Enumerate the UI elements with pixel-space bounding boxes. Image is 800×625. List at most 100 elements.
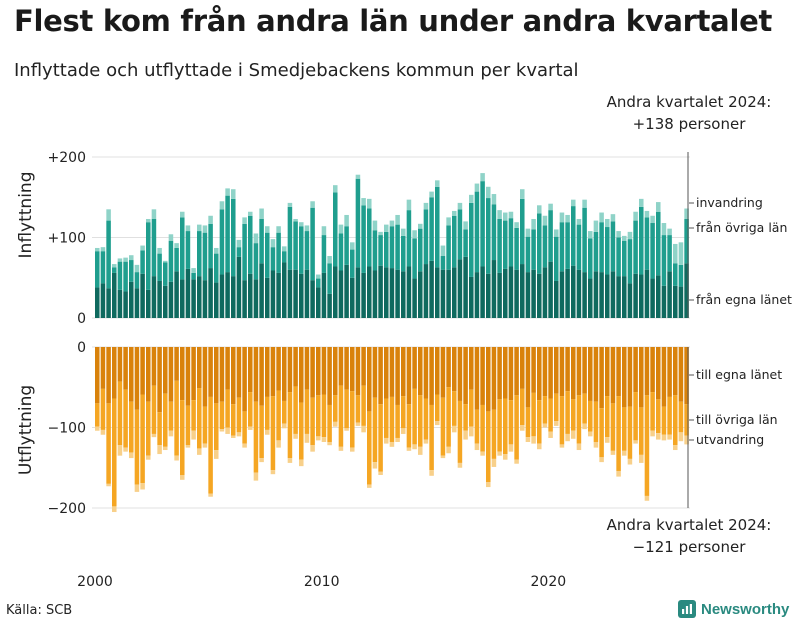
bar-segment	[225, 389, 230, 428]
bar-segment	[469, 426, 474, 437]
bar-segment	[639, 407, 644, 455]
bar-segment	[299, 347, 304, 403]
bar-segment	[95, 251, 100, 288]
bar-segment	[537, 205, 542, 214]
bar-segment	[497, 210, 502, 219]
bar-segment	[372, 397, 378, 463]
bar-segment	[412, 444, 417, 450]
bar-segment	[146, 222, 151, 290]
bar-segment	[287, 347, 293, 393]
bar-segment	[463, 229, 468, 257]
bar-segment	[650, 278, 655, 318]
bar-segment	[457, 347, 463, 401]
bar-segment	[514, 222, 519, 228]
bar-segment	[299, 226, 304, 274]
bar-segment	[486, 198, 491, 274]
annotation-value: +138 personer	[633, 115, 747, 133]
bar-segment	[537, 213, 542, 274]
bar-segment	[123, 347, 128, 390]
bar-segment	[491, 260, 497, 318]
bar-segment	[276, 390, 281, 441]
bar-segment	[310, 280, 315, 318]
bar-segment	[106, 403, 111, 484]
bar-segment	[191, 430, 196, 440]
bar-segment	[299, 222, 304, 227]
bar-segment	[253, 347, 259, 402]
bar-segment	[565, 222, 570, 269]
bar-segment	[571, 199, 576, 207]
bar-segment	[112, 398, 117, 507]
bar-segment	[378, 404, 383, 472]
bar-segment	[486, 273, 491, 318]
bar-segment	[389, 347, 395, 397]
bar-segment	[151, 385, 157, 434]
bar-segment	[219, 429, 225, 432]
bar-segment	[321, 226, 327, 236]
bar-segment	[559, 212, 565, 223]
bar-segment	[157, 253, 162, 281]
bar-segment	[661, 285, 667, 318]
bar-segment	[265, 226, 270, 233]
bar-segment	[140, 273, 145, 318]
bar-segment	[633, 440, 638, 444]
bar-segment	[327, 256, 332, 264]
bar-segment	[593, 231, 599, 272]
bar-segment	[333, 192, 338, 267]
bar-segment	[633, 273, 638, 318]
bar-segment	[542, 423, 548, 428]
bar-segment	[197, 224, 202, 232]
bar-segment	[248, 392, 253, 427]
bar-segment	[361, 205, 366, 273]
bar-segment	[639, 347, 644, 408]
bar-segment	[588, 400, 593, 432]
bar-segment	[231, 198, 236, 277]
bar-segment	[644, 269, 650, 318]
bar-segment	[95, 287, 100, 318]
bar-segment	[480, 451, 485, 456]
bar-segment	[497, 451, 502, 456]
x-tick-label: 2010	[304, 574, 340, 590]
bar-segment	[497, 218, 502, 273]
bar-segment	[548, 210, 553, 262]
bar-segment	[644, 210, 650, 218]
bar-segment	[440, 397, 446, 456]
bar-segment	[644, 217, 650, 270]
bar-segment	[520, 198, 525, 265]
bar-segment	[259, 347, 264, 406]
bar-segment	[678, 347, 684, 402]
bar-segment	[276, 440, 281, 448]
bar-segment	[389, 396, 395, 442]
bar-segment	[474, 409, 480, 444]
bar-segment	[180, 211, 185, 218]
bar-segment	[282, 400, 287, 424]
y-tick-label: +100	[48, 231, 86, 247]
bar-segment	[440, 245, 446, 257]
bar-segment	[406, 199, 412, 211]
bar-segment	[242, 217, 247, 224]
bar-segment	[452, 347, 457, 392]
bar-segment	[123, 257, 128, 262]
bar-segment	[106, 347, 111, 404]
bar-segment	[197, 276, 202, 318]
bar-segment	[157, 412, 162, 446]
bar-segment	[287, 202, 293, 207]
bar-segment	[599, 408, 604, 458]
bar-segment	[117, 381, 123, 446]
bar-segment	[163, 262, 168, 286]
bar-segment	[253, 472, 259, 481]
bar-segment	[100, 388, 106, 430]
bar-segment	[361, 272, 366, 318]
bar-segment	[554, 421, 559, 426]
bar-segment	[684, 347, 689, 405]
annotation-line: Andra kvartalet 2024:	[607, 516, 772, 534]
bar-segment	[384, 437, 389, 444]
bar-segment	[491, 204, 497, 261]
bar-segment	[639, 206, 644, 275]
bar-segment	[389, 226, 395, 269]
bar-segment	[588, 238, 593, 279]
bar-segment	[565, 347, 570, 392]
bar-segment	[163, 285, 168, 318]
bar-segment	[168, 430, 174, 437]
bar-segment	[622, 450, 627, 456]
bar-segment	[661, 235, 667, 286]
